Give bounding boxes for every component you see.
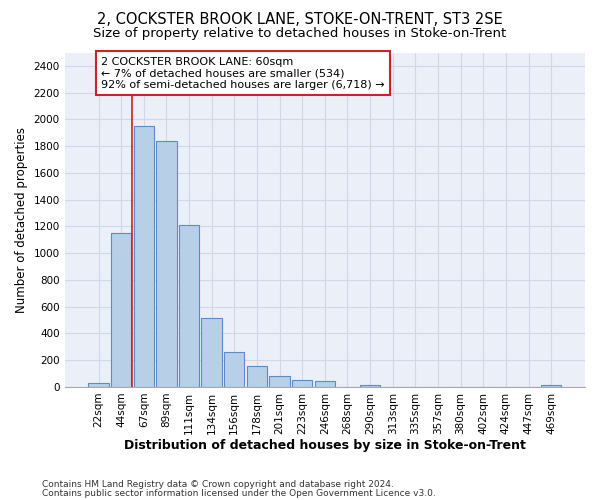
Bar — [202, 318, 222, 387]
Bar — [179, 225, 199, 387]
Bar — [360, 385, 380, 387]
Y-axis label: Number of detached properties: Number of detached properties — [15, 126, 28, 312]
Bar — [314, 381, 335, 387]
Text: 2, COCKSTER BROOK LANE, STOKE-ON-TRENT, ST3 2SE: 2, COCKSTER BROOK LANE, STOKE-ON-TRENT, … — [97, 12, 503, 28]
Bar — [292, 380, 313, 387]
Text: Contains public sector information licensed under the Open Government Licence v3: Contains public sector information licen… — [42, 489, 436, 498]
Bar — [247, 366, 267, 387]
Bar — [111, 233, 131, 387]
Bar — [134, 126, 154, 387]
Bar — [224, 352, 244, 387]
Text: 2 COCKSTER BROOK LANE: 60sqm
← 7% of detached houses are smaller (534)
92% of se: 2 COCKSTER BROOK LANE: 60sqm ← 7% of det… — [101, 56, 385, 90]
Bar — [88, 383, 109, 387]
Text: Contains HM Land Registry data © Crown copyright and database right 2024.: Contains HM Land Registry data © Crown c… — [42, 480, 394, 489]
Bar — [269, 376, 290, 387]
Text: Size of property relative to detached houses in Stoke-on-Trent: Size of property relative to detached ho… — [94, 28, 506, 40]
X-axis label: Distribution of detached houses by size in Stoke-on-Trent: Distribution of detached houses by size … — [124, 440, 526, 452]
Bar — [541, 385, 562, 387]
Bar — [156, 141, 176, 387]
